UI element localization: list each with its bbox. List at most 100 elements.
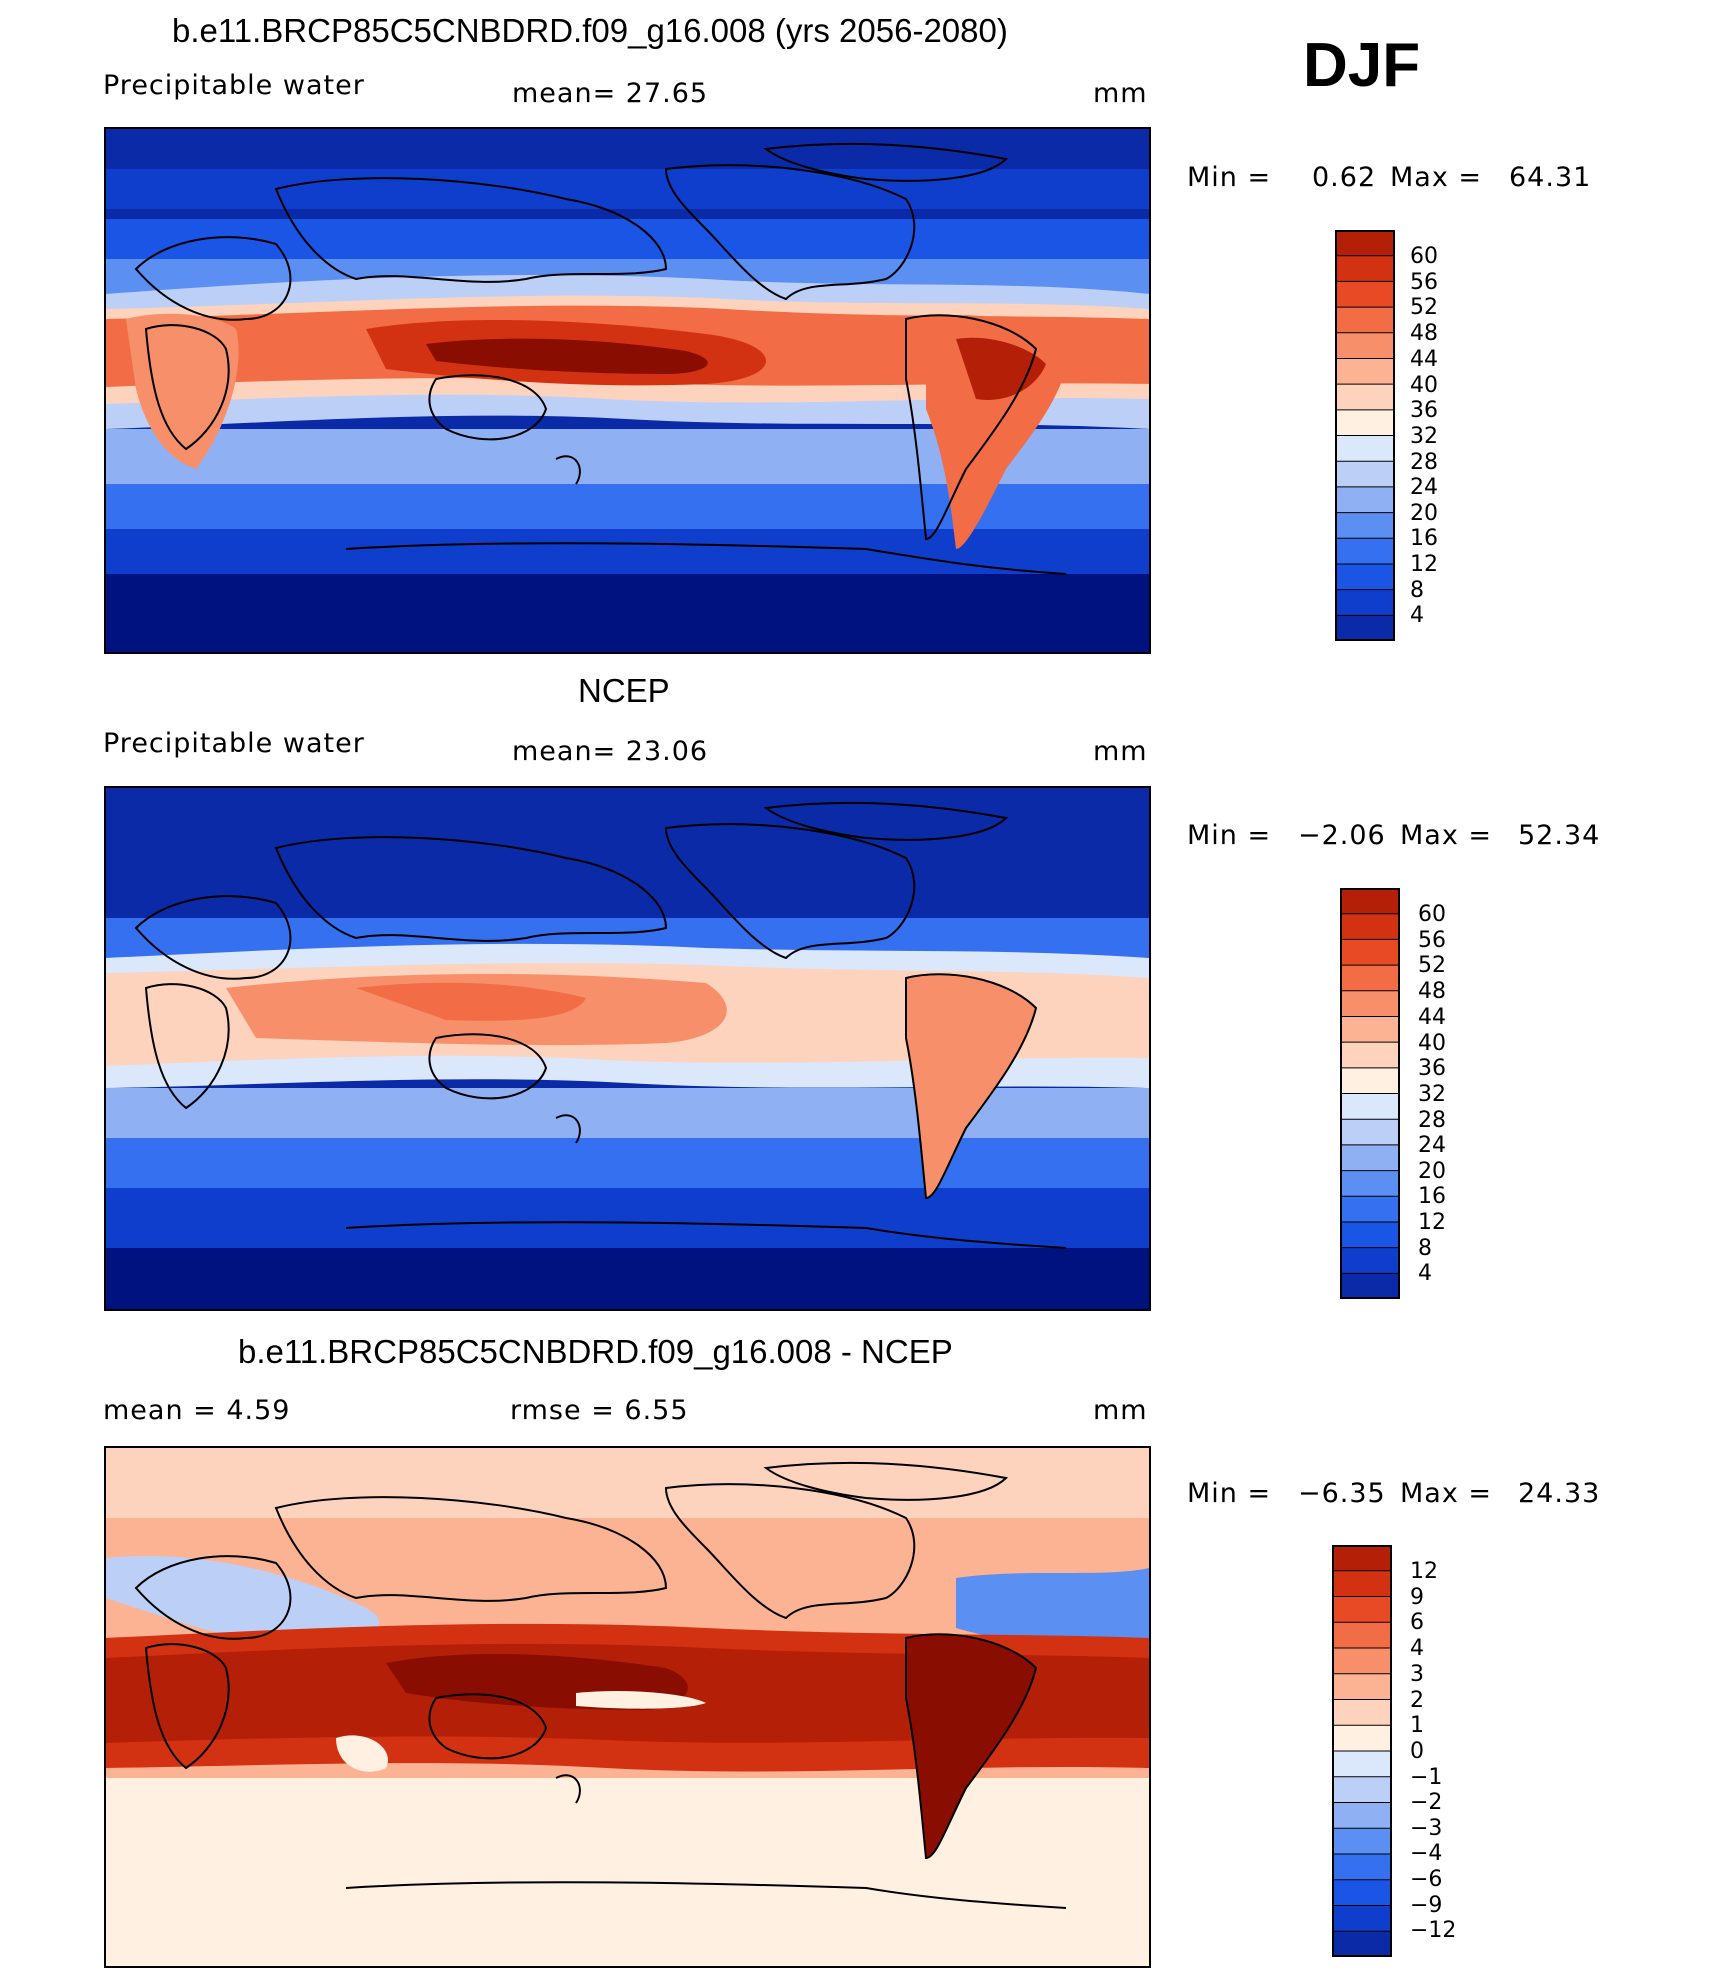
- panel3-colorbar: [1332, 1545, 1392, 1958]
- panel2-colorbar-swatches: [1340, 888, 1400, 1300]
- panel3-max-value: 24.33: [1518, 1478, 1601, 1509]
- colorbar-swatch: [1341, 1067, 1399, 1094]
- cb3-label: 0: [1410, 1739, 1424, 1764]
- cb2-label: 56: [1418, 928, 1446, 953]
- panel1-max-value: 64.31: [1509, 162, 1592, 193]
- cb2-label: 52: [1418, 953, 1446, 978]
- cb3-label: 1: [1410, 1713, 1424, 1738]
- panel2-mean-label: mean= 23.06: [512, 736, 709, 767]
- cb3-label: −9: [1410, 1893, 1443, 1918]
- cb1-label: 20: [1410, 501, 1438, 526]
- cb1-label: 32: [1410, 424, 1438, 449]
- cb3-label: −6: [1410, 1867, 1443, 1892]
- cb1-label: 52: [1410, 295, 1438, 320]
- cb1-label: 28: [1410, 450, 1438, 475]
- cb2-label: 36: [1418, 1056, 1446, 1081]
- panel1-colorbar: [1335, 230, 1395, 642]
- colorbar-swatch: [1336, 435, 1394, 462]
- cb3-label: −4: [1410, 1841, 1443, 1866]
- colorbar-swatch: [1336, 332, 1394, 359]
- colorbar-swatch: [1333, 1931, 1391, 1958]
- panel2-map: [104, 786, 1151, 1311]
- panel3-title: b.e11.BRCP85C5CNBDRD.f09_g16.008 - NCEP: [238, 1333, 953, 1370]
- cb3-label: −3: [1410, 1816, 1443, 1841]
- colorbar-swatch: [1341, 990, 1399, 1017]
- colorbar-swatch: [1333, 1802, 1391, 1829]
- panel2-variable-label: Precipitable water: [103, 728, 365, 759]
- cb3-label: 4: [1410, 1636, 1424, 1661]
- cb3-label: 3: [1410, 1662, 1424, 1687]
- colorbar-swatch: [1333, 1879, 1391, 1906]
- panel2-units-label: mm: [1093, 736, 1148, 767]
- panel1-mean-label: mean= 27.65: [512, 78, 709, 109]
- panel2-title: NCEP: [578, 672, 670, 709]
- cb1-label: 12: [1410, 552, 1438, 577]
- colorbar-swatch: [1336, 486, 1394, 514]
- colorbar-swatch: [1341, 1170, 1399, 1197]
- cb2-label: 40: [1418, 1031, 1446, 1056]
- panel3-mean-label: mean = 4.59: [103, 1395, 291, 1426]
- cb3-label: 2: [1410, 1688, 1424, 1713]
- cb3-label: 6: [1410, 1610, 1424, 1635]
- cb1-label: 36: [1410, 398, 1438, 423]
- panel3-min-label: Min =: [1187, 1478, 1272, 1509]
- cb1-label: 16: [1410, 526, 1438, 551]
- colorbar-swatch: [1341, 965, 1399, 992]
- cb1-label: 48: [1410, 321, 1438, 346]
- cb2-label: 28: [1418, 1108, 1446, 1133]
- cb1-label: 8: [1410, 578, 1424, 603]
- colorbar-swatch: [1333, 1699, 1391, 1726]
- panel3-rmse-label: rmse = 6.55: [510, 1395, 689, 1426]
- colorbar-swatch: [1336, 589, 1394, 616]
- cb2-label: 48: [1418, 979, 1446, 1004]
- panel1-title: b.e11.BRCP85C5CNBDRD.f09_g16.008 (yrs 20…: [172, 12, 1008, 49]
- panel2-max-value: 52.34: [1518, 820, 1601, 851]
- colorbar-swatch: [1341, 1042, 1399, 1069]
- panel3-map-field: [106, 1448, 1149, 1966]
- panel3-colorbar-labels: 12 9 6 4 3 2 1 0 −1 −2 −3 −4 −6 −9 −12: [1410, 1545, 1490, 1957]
- cb2-label: 32: [1418, 1082, 1446, 1107]
- panel2-map-field: [106, 788, 1149, 1309]
- colorbar-swatch: [1336, 281, 1394, 308]
- cb3-label: 9: [1410, 1585, 1424, 1610]
- panel2-max-label: Max =: [1400, 820, 1493, 851]
- panel2-colorbar-labels: 60 56 52 48 44 40 36 32 28 24 20 16 12 8…: [1418, 888, 1498, 1299]
- colorbar-swatch: [1341, 1144, 1399, 1172]
- panel3-units-label: mm: [1093, 1395, 1148, 1426]
- colorbar-swatch: [1333, 1725, 1391, 1752]
- panel2-min-value: −2.06: [1298, 820, 1386, 851]
- colorbar-swatch: [1336, 615, 1394, 642]
- colorbar-swatch: [1341, 913, 1399, 940]
- colorbar-swatch: [1341, 939, 1399, 966]
- panel3-max-label: Max =: [1400, 1478, 1493, 1509]
- cb3-label: 12: [1410, 1559, 1438, 1584]
- colorbar-swatch: [1341, 888, 1399, 915]
- colorbar-swatch: [1333, 1622, 1391, 1649]
- panel3-min-value: −6.35: [1298, 1478, 1386, 1509]
- cb3-label: −1: [1410, 1765, 1443, 1790]
- cb2-label: 4: [1418, 1261, 1432, 1286]
- cb2-label: 8: [1418, 1236, 1432, 1261]
- cb2-label: 16: [1418, 1184, 1446, 1209]
- cb1-label: 56: [1410, 270, 1438, 295]
- colorbar-swatch: [1333, 1570, 1391, 1597]
- colorbar-swatch: [1336, 358, 1394, 385]
- colorbar-swatch: [1333, 1648, 1391, 1675]
- panel2-min-label: Min =: [1187, 820, 1272, 851]
- panel1-variable-label: Precipitable water: [103, 70, 365, 101]
- colorbar-swatch: [1336, 230, 1394, 257]
- panel3-colorbar-swatches: [1332, 1545, 1392, 1958]
- cb2-label: 20: [1418, 1159, 1446, 1184]
- colorbar-swatch: [1341, 1196, 1399, 1223]
- panel1-map: [104, 127, 1151, 654]
- colorbar-swatch: [1341, 1247, 1399, 1274]
- colorbar-swatch: [1341, 1221, 1399, 1249]
- panel1-colorbar-labels: 60 56 52 48 44 40 36 32 28 24 20 16 12 8…: [1410, 230, 1490, 641]
- colorbar-swatch: [1333, 1905, 1391, 1932]
- colorbar-swatch: [1333, 1776, 1391, 1803]
- cb3-label: −2: [1410, 1790, 1443, 1815]
- cb1-label: 44: [1410, 347, 1438, 372]
- cb2-label: 44: [1418, 1005, 1446, 1030]
- cb1-label: 60: [1410, 244, 1438, 269]
- colorbar-swatch: [1333, 1854, 1391, 1881]
